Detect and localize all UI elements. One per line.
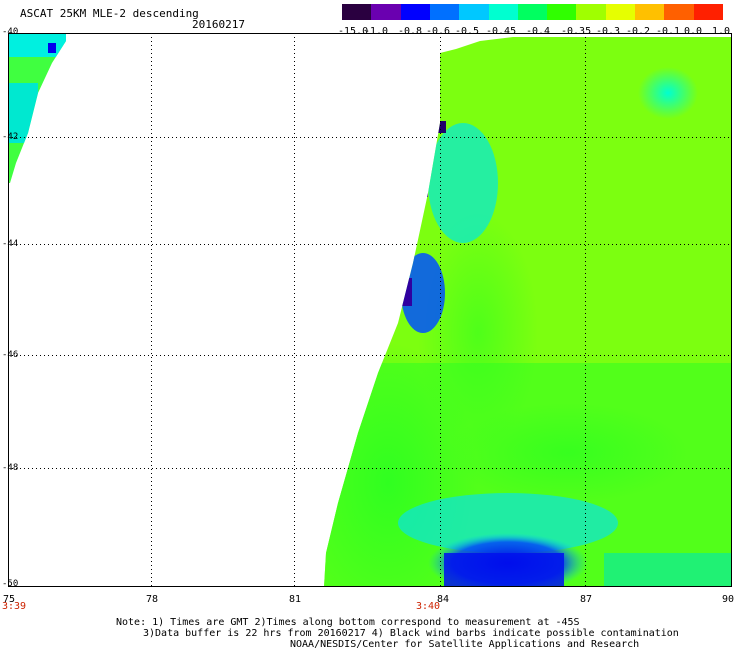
colorbar-swatch bbox=[400, 4, 431, 20]
time-label: 3:40 bbox=[416, 601, 441, 612]
colorbar-swatch bbox=[576, 4, 607, 20]
colorbar-tick: -1.0 bbox=[364, 26, 389, 37]
map-plot bbox=[8, 33, 732, 587]
colorbar-tick: -0.6 bbox=[426, 26, 451, 37]
plot-frame bbox=[8, 33, 732, 587]
lon-label: 87 bbox=[580, 594, 593, 605]
colorbar-swatch bbox=[429, 4, 460, 20]
lat-label: -48 bbox=[2, 463, 19, 473]
colorbar bbox=[342, 4, 724, 20]
lon-label: 90 bbox=[722, 594, 735, 605]
colorbar-tick: -0.3 bbox=[596, 26, 621, 37]
swath-right bbox=[324, 37, 732, 587]
colorbar-tick: -0.5 bbox=[455, 26, 480, 37]
product-date: 20160217 bbox=[192, 18, 245, 31]
swath-left bbox=[8, 33, 66, 183]
lat-label: -42 bbox=[2, 132, 19, 142]
lon-label: 81 bbox=[289, 594, 302, 605]
colorbar-swatch bbox=[459, 4, 490, 20]
colorbar-swatch bbox=[664, 4, 695, 20]
colorbar-swatch bbox=[371, 4, 402, 20]
colorbar-tick: 0.0 bbox=[684, 26, 703, 37]
note-line-2: 3)Data buffer is 22 hrs from 20160217 4)… bbox=[143, 628, 679, 639]
colorbar-swatch bbox=[517, 4, 548, 20]
colorbar-tick: -0.1 bbox=[656, 26, 681, 37]
lat-label: -46 bbox=[2, 350, 19, 360]
colorbar-swatch bbox=[693, 4, 724, 20]
lat-label: -44 bbox=[2, 239, 19, 249]
lat-label: -40 bbox=[2, 27, 19, 37]
colorbar-tick: -15.0 bbox=[338, 26, 369, 37]
colorbar-swatch bbox=[547, 4, 577, 20]
colorbar-tick: -0.2 bbox=[626, 26, 651, 37]
colorbar-swatch bbox=[342, 4, 372, 20]
colorbar-tick: -0.45 bbox=[486, 26, 517, 37]
colorbar-tick: -0.35 bbox=[561, 26, 592, 37]
colorbar-tick: -0.4 bbox=[526, 26, 551, 37]
lon-label: 78 bbox=[146, 594, 159, 605]
product-title: ASCAT 25KM MLE-2 descending bbox=[20, 7, 199, 20]
colorbar-tick: -0.8 bbox=[398, 26, 423, 37]
colorbar-swatch bbox=[605, 4, 636, 20]
colorbar-swatch bbox=[635, 4, 665, 20]
lat-label: -50 bbox=[2, 579, 19, 589]
note-line-1: Note: 1) Times are GMT 2)Times along bot… bbox=[116, 617, 580, 628]
colorbar-tick: 1.0 bbox=[712, 26, 731, 37]
lon-label: 75 bbox=[3, 594, 16, 605]
colorbar-swatch bbox=[488, 4, 519, 20]
note-line-3: NOAA/NESDIS/Center for Satellite Applica… bbox=[290, 639, 640, 650]
time-label: 3:39 bbox=[2, 601, 27, 612]
lon-label: 84 bbox=[437, 594, 450, 605]
